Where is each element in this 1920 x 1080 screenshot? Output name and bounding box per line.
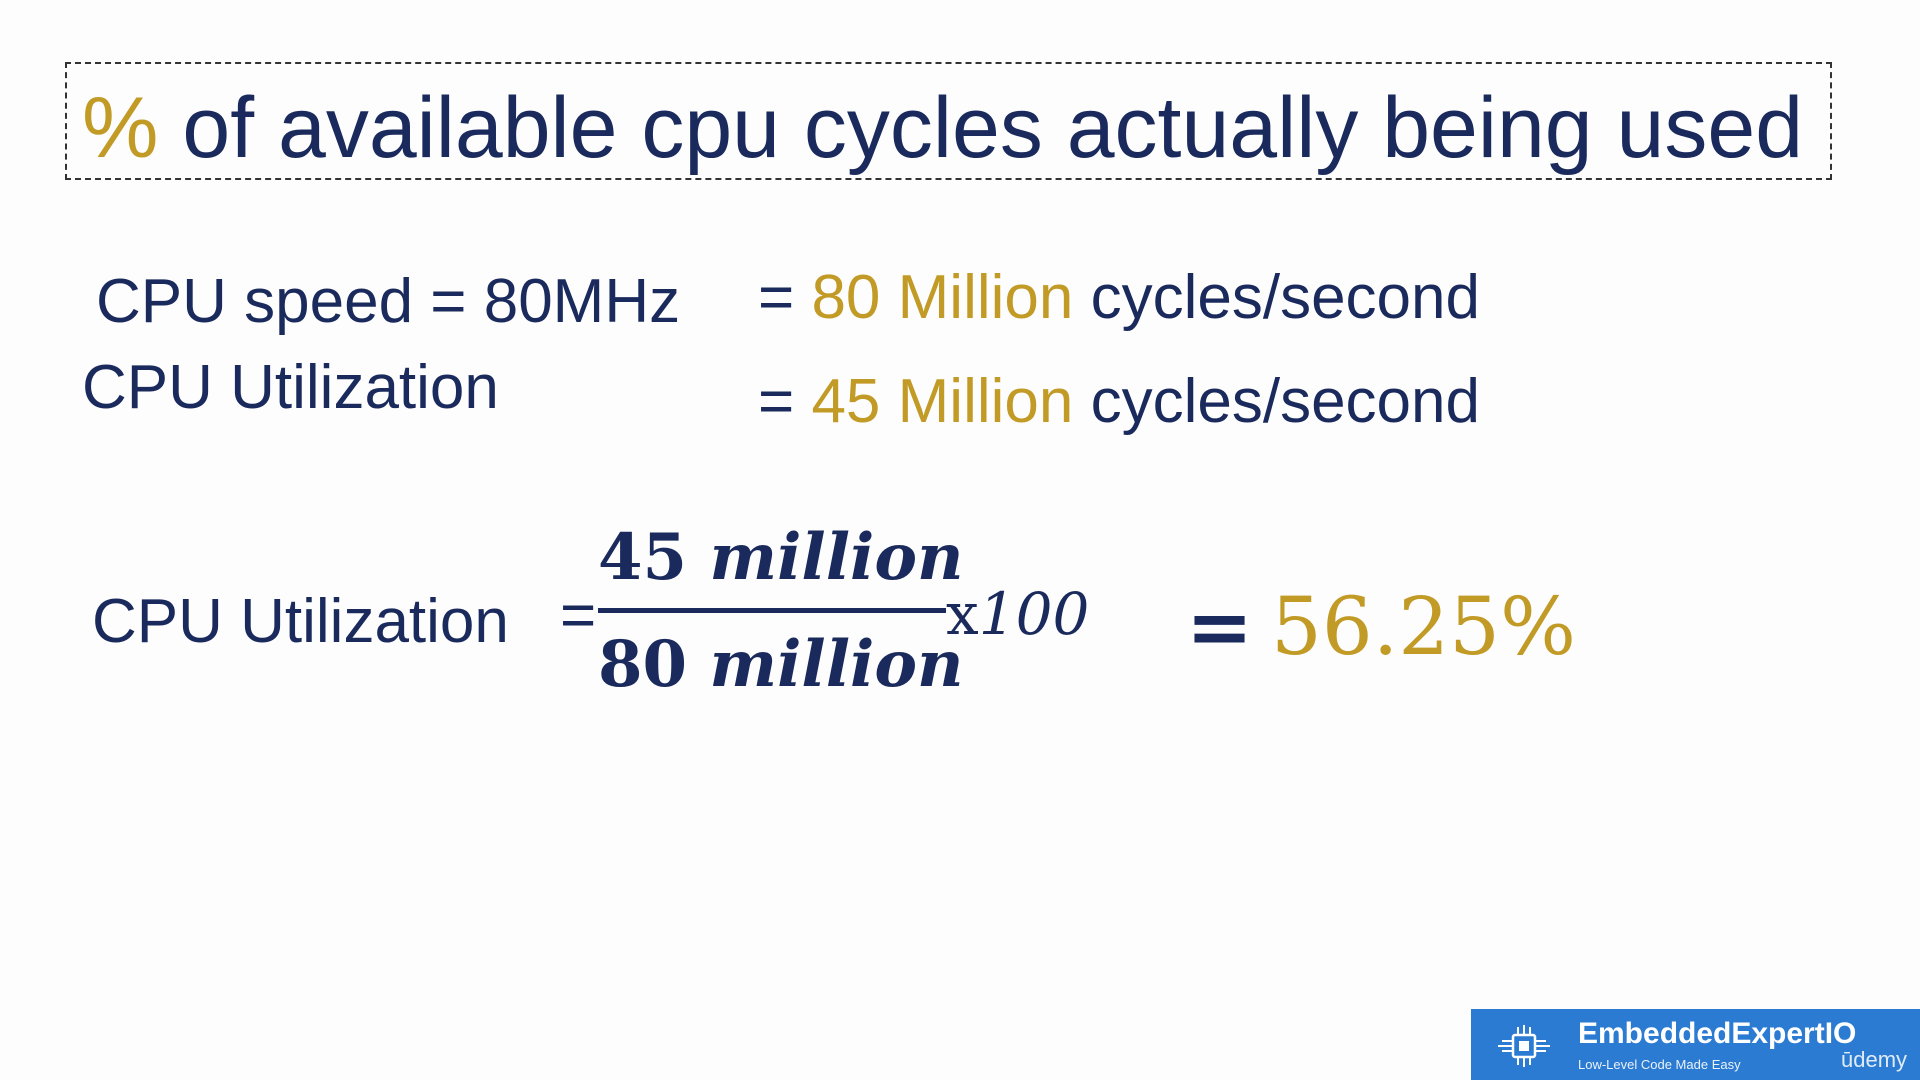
chip-icon — [1498, 1025, 1550, 1067]
title-frame — [65, 62, 1832, 180]
denominator-number: 80 — [598, 627, 688, 702]
percent-symbol: % — [82, 80, 159, 176]
formula-label: CPU Utilization — [92, 587, 509, 656]
brand-tagline: Low-Level Code Made Easy — [1578, 1057, 1741, 1072]
fraction-bar — [598, 608, 946, 613]
cpu-speed-value: = 80 Million cycles/second — [758, 262, 1480, 334]
cpu-utilization-label: CPU Utilization — [82, 353, 499, 422]
fraction-denominator: 80 million — [598, 627, 964, 703]
equals-sign: = — [758, 367, 795, 436]
cpu-utilization-value: = 45 Million cycles/second — [758, 366, 1480, 438]
brand-name: EmbeddedExpertIO — [1578, 1017, 1857, 1050]
cycles-unit: cycles/second — [1090, 263, 1481, 332]
cpu-speed-label: CPU speed = 80MHz — [96, 267, 681, 336]
result: = 56.25% — [1186, 578, 1576, 675]
slide-title: % of available cpu cycles actually being… — [82, 78, 1803, 178]
numerator-word: million — [709, 520, 964, 595]
platform-logo: ūdemy — [1841, 1047, 1908, 1072]
times-sign: x — [946, 580, 979, 648]
multiplier-value: 100 — [978, 580, 1090, 648]
result-equals: = — [1186, 579, 1254, 673]
cycles-amount: 80 Million — [811, 263, 1074, 332]
fraction-numerator: 45 million — [598, 520, 964, 596]
result-value: 56.25% — [1271, 580, 1577, 673]
equals-sign: = — [758, 263, 795, 332]
cycles-amount: 45 Million — [811, 367, 1074, 436]
denominator-word: million — [709, 627, 964, 702]
numerator-number: 45 — [598, 520, 688, 595]
utilization-fraction: 45 million 80 million — [598, 520, 964, 703]
brand-banner: EmbeddedExpertIO Low-Level Code Made Eas… — [1471, 1009, 1920, 1080]
cycles-unit: cycles/second — [1090, 367, 1481, 436]
multiplier: x100 — [946, 578, 1089, 650]
formula-equals: = — [560, 581, 597, 650]
title-text: of available cpu cycles actually being u… — [182, 80, 1804, 176]
